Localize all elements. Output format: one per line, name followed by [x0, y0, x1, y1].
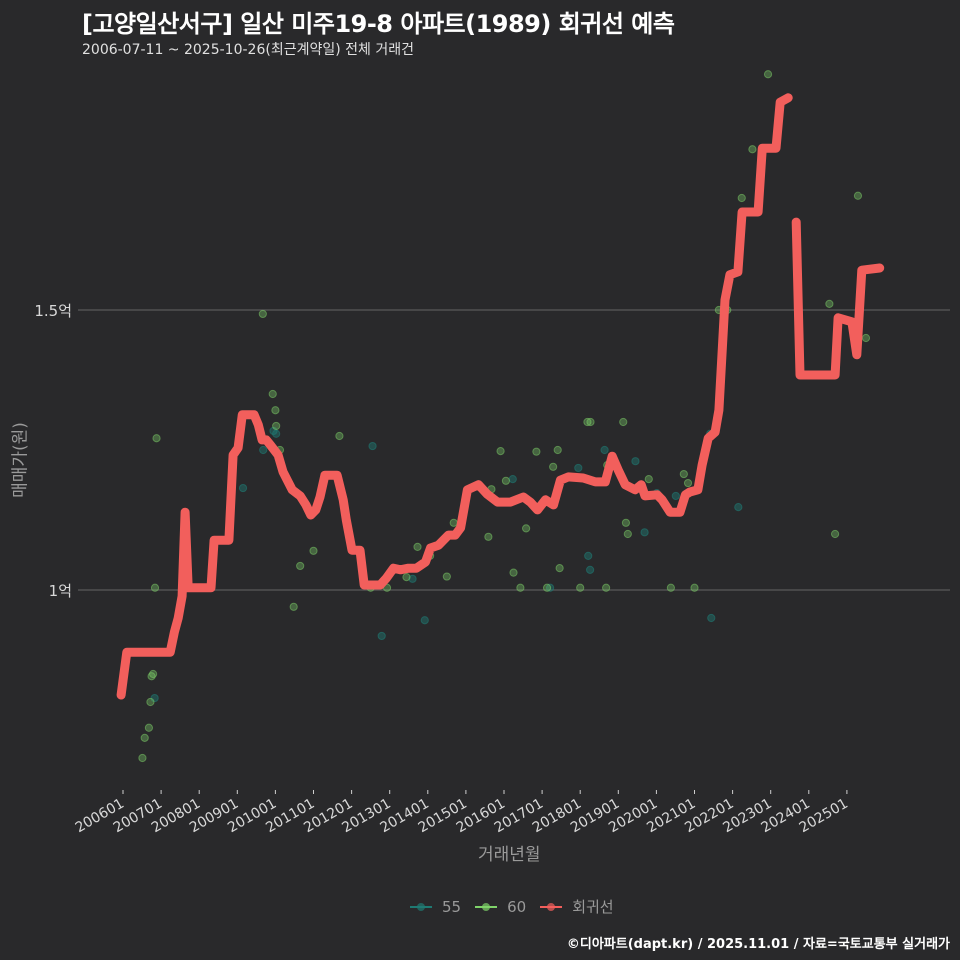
data-point-60 — [586, 417, 595, 427]
data-point-60 — [602, 583, 611, 592]
legend-item-60[interactable]: 60 — [475, 898, 526, 916]
data-point-60 — [666, 583, 675, 592]
data-point-55 — [420, 616, 429, 625]
regression-line-segment — [791, 217, 885, 380]
data-point-60 — [272, 421, 281, 431]
data-point-60 — [549, 462, 558, 471]
regression-line-segment — [116, 93, 793, 700]
legend-key-regression-icon — [540, 901, 563, 913]
data-point-60 — [271, 406, 280, 415]
legend-key-60-icon — [475, 901, 498, 913]
data-point-60 — [521, 524, 531, 533]
legend: 55 60 회귀선 — [410, 896, 620, 917]
data-point-60 — [690, 583, 699, 592]
data-point-60 — [748, 145, 757, 154]
data-point-60 — [268, 389, 277, 399]
data-point-55 — [368, 441, 377, 451]
source-caption: ©디아파트(dapt.kr) / 2025.11.01 / 자료=국토교통부 실… — [566, 937, 950, 952]
data-point-60 — [258, 309, 267, 319]
data-point-60 — [413, 542, 422, 551]
data-point-55 — [671, 491, 680, 501]
y-tick-label: 1억 — [49, 582, 72, 600]
data-point-55 — [640, 528, 649, 537]
data-point-60 — [679, 469, 688, 479]
data-point-55 — [600, 445, 609, 455]
data-point-60 — [509, 568, 518, 577]
scatter-series-55 — [150, 426, 743, 703]
data-point-60 — [853, 191, 863, 200]
data-point-55 — [377, 631, 386, 641]
data-point-60 — [644, 475, 653, 484]
y-axis-label: 매매가(원) — [10, 422, 31, 498]
data-point-55 — [574, 463, 583, 473]
data-point-60 — [449, 518, 458, 527]
data-point-55 — [584, 551, 593, 560]
data-point-60 — [623, 529, 632, 539]
data-point-60 — [861, 333, 871, 343]
data-point-60 — [496, 447, 505, 456]
data-point-60 — [442, 572, 451, 581]
grid-lines — [78, 309, 950, 591]
data-point-55 — [259, 445, 268, 455]
data-point-60 — [484, 532, 493, 541]
data-point-60 — [402, 573, 411, 582]
data-point-60 — [309, 546, 318, 555]
data-point-60 — [830, 529, 840, 539]
y-axis-ticks: 1억 1.5억 — [34, 302, 72, 600]
chart-subtitle: 2006-07-11 ~ 2025-10-26(최근계약일) 전체 거래건 — [82, 42, 414, 58]
data-point-60 — [763, 70, 773, 79]
data-point-60 — [825, 299, 834, 308]
data-point-60 — [555, 564, 564, 573]
data-point-60 — [532, 447, 541, 456]
legend-item-regression[interactable]: 회귀선 — [540, 896, 614, 917]
data-point-60 — [289, 602, 298, 611]
data-point-55 — [272, 429, 281, 438]
data-point-60 — [335, 431, 344, 441]
data-point-60 — [583, 417, 592, 427]
data-point-55 — [508, 475, 517, 484]
data-point-60 — [683, 478, 693, 488]
legend-key-55-icon — [410, 901, 432, 913]
data-point-60 — [152, 434, 161, 443]
x-axis-label: 거래년월 — [478, 845, 541, 865]
data-point-60 — [576, 583, 585, 592]
data-point-60 — [138, 753, 147, 763]
data-point-60 — [148, 669, 158, 679]
data-point-60 — [621, 518, 631, 527]
data-point-55 — [408, 574, 417, 583]
x-axis-ticks: 2006012007012008012009012010012011012012… — [73, 790, 851, 836]
data-point-60 — [150, 583, 160, 592]
chart-title: [고양일산서구] 일산 미주19-8 아파트(1989) 회귀선 예측 — [82, 10, 675, 38]
y-tick-label: 1.5억 — [34, 302, 72, 320]
data-point-60 — [516, 583, 525, 592]
data-point-55 — [586, 565, 595, 574]
data-point-60 — [140, 733, 149, 742]
data-point-55 — [546, 583, 555, 592]
data-point-60 — [501, 476, 511, 485]
data-point-55 — [631, 457, 640, 466]
data-point-60 — [737, 193, 746, 203]
data-point-60 — [553, 445, 562, 455]
data-point-55 — [734, 503, 743, 512]
legend-item-55[interactable]: 55 — [410, 898, 461, 916]
data-point-55 — [707, 613, 716, 623]
regression-line — [116, 93, 885, 700]
data-point-60 — [619, 417, 628, 427]
data-point-60 — [542, 583, 552, 592]
data-point-60 — [146, 697, 155, 707]
data-point-60 — [144, 723, 154, 732]
data-point-60 — [296, 561, 305, 571]
data-point-55 — [238, 483, 248, 493]
